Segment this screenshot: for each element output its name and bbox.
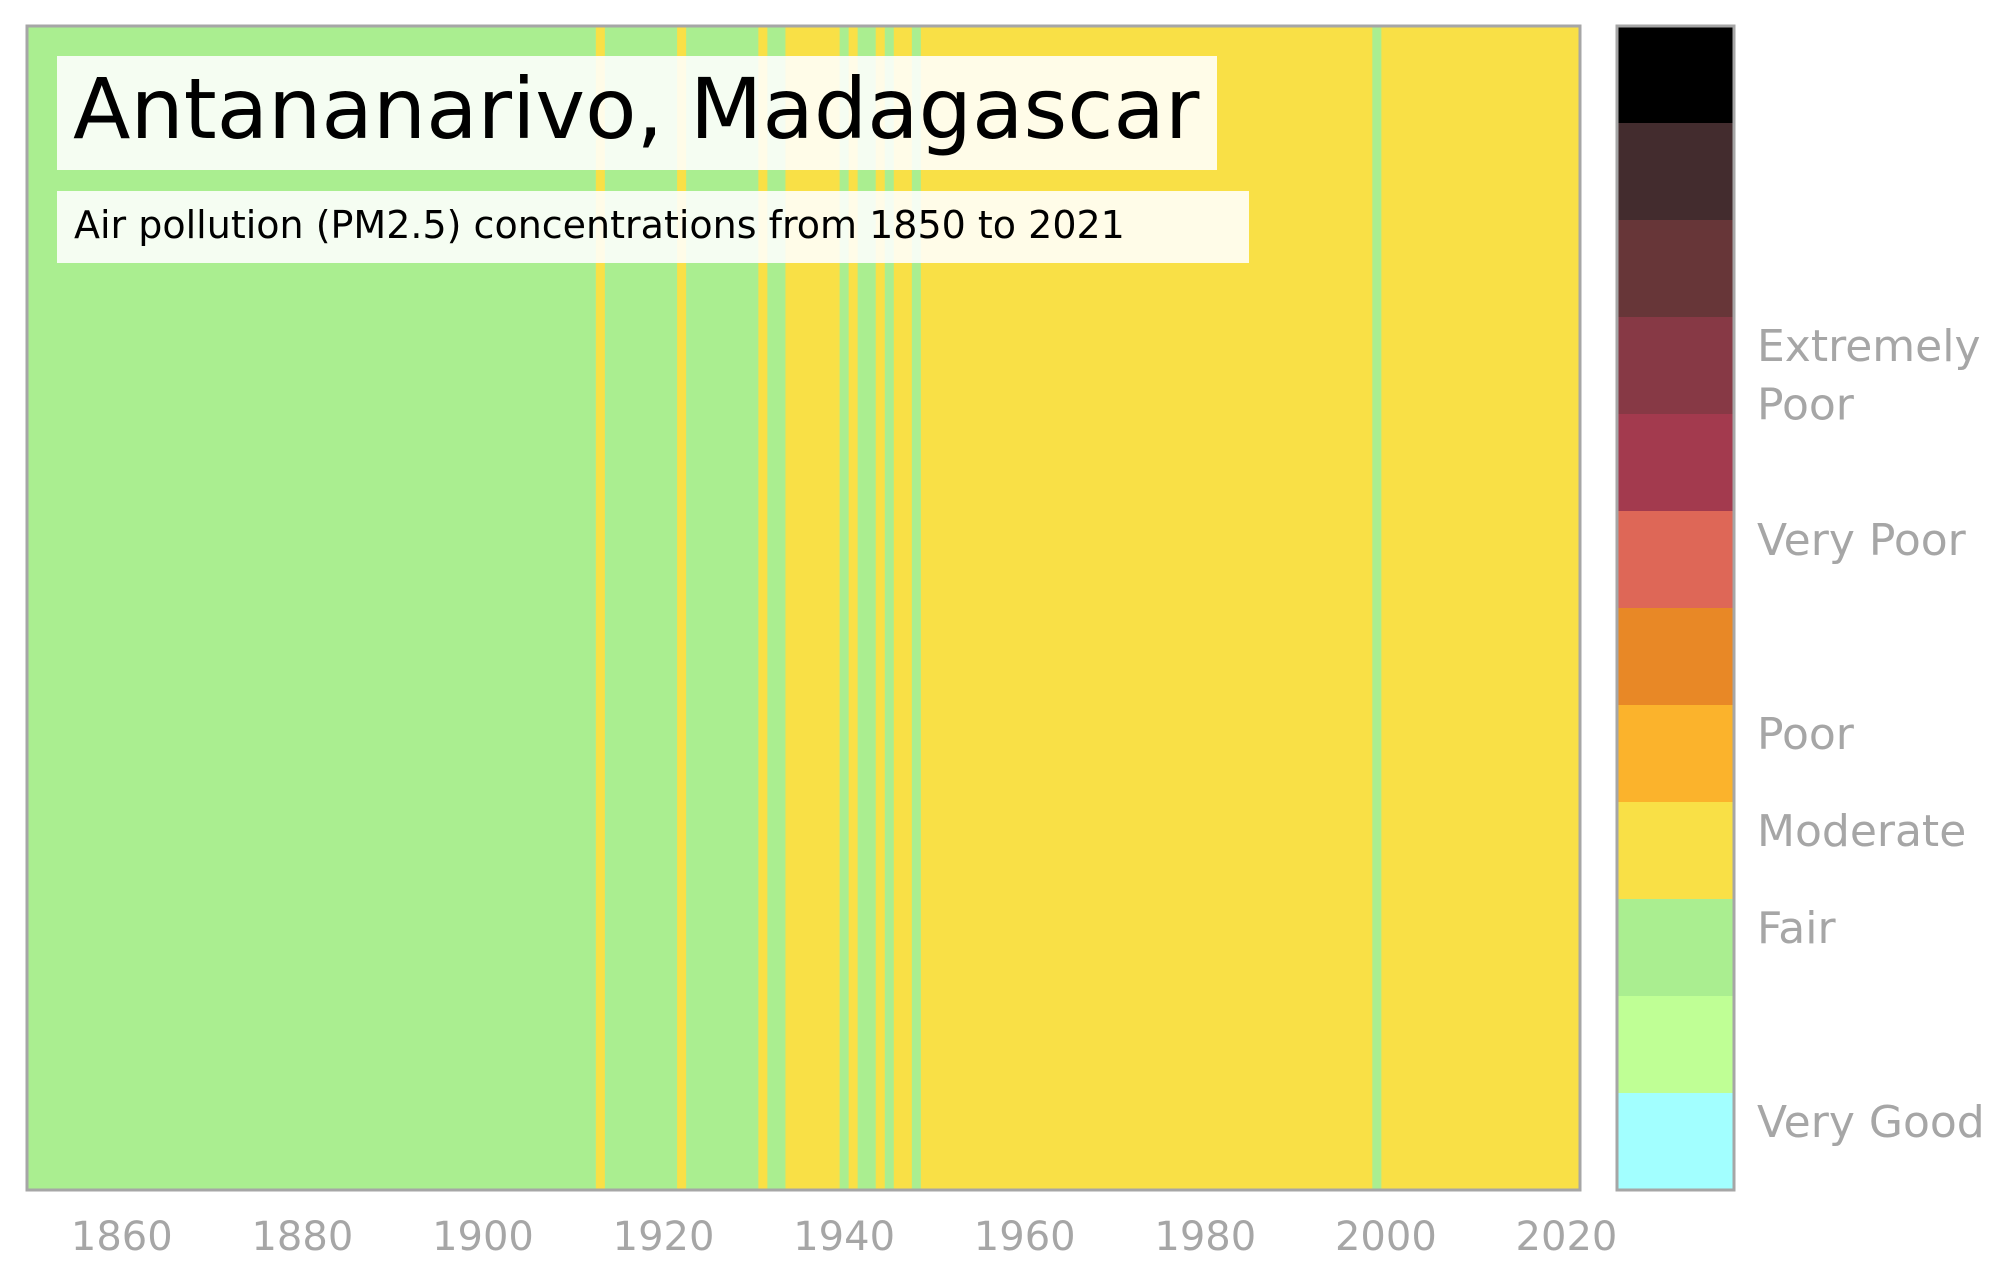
colorbar-label: Very Poor <box>1757 515 1967 566</box>
x-tick-label: 2020 <box>1516 1214 1618 1260</box>
colorbar-label: Very Good <box>1757 1097 1985 1148</box>
stripe-1941-moderate <box>848 26 859 1190</box>
colorbar-label: Moderate <box>1757 806 1966 857</box>
colorbar-band <box>1617 123 1734 221</box>
stripe-1945-fair <box>884 26 895 1190</box>
x-tick-label: 1900 <box>432 1214 534 1260</box>
stripe-1944-moderate <box>875 26 886 1190</box>
stripe-1999-fair <box>1372 26 1382 1190</box>
colorbar-band <box>1617 1093 1734 1191</box>
colorbar-band <box>1617 802 1734 900</box>
colorbar-band <box>1617 996 1734 1094</box>
colorbar-label: Extremely <box>1757 321 1980 372</box>
x-axis: 1860 1880 1900 1920 1940 1960 1980 2000 2020 <box>71 1214 1617 1260</box>
colorbar-band <box>1617 414 1734 512</box>
stripe-1913-moderate <box>595 26 606 1190</box>
x-tick-label: 1980 <box>1154 1214 1256 1260</box>
plot-frame <box>25 24 1582 1192</box>
subtitle-box <box>57 191 1249 263</box>
colorbar <box>1617 26 1734 1191</box>
x-tick-label: 1920 <box>613 1214 715 1260</box>
colorbar-band <box>1617 511 1734 609</box>
stripe-1942-fair <box>857 26 877 1190</box>
stripe-1948-fair <box>911 26 922 1190</box>
colorbar-band <box>1617 705 1734 803</box>
colorbar-label: Fair <box>1757 903 1836 954</box>
colorbar-band <box>1617 608 1734 706</box>
colorbar-label: Poor <box>1757 379 1855 430</box>
stripe-1931-moderate <box>758 26 768 1190</box>
colorbar-band <box>1617 220 1734 318</box>
x-tick-label: 1940 <box>793 1214 895 1260</box>
stripe-2000-moderate <box>1381 26 1581 1190</box>
stripe-1946-moderate <box>893 26 913 1190</box>
colorbar-label: Poor <box>1757 709 1855 760</box>
colorbar-band <box>1617 899 1734 997</box>
colorbar-band <box>1617 26 1734 124</box>
title-box <box>57 56 1217 170</box>
chart-title: Antananarivo, Madagascar <box>73 60 1200 158</box>
stripe-1922-moderate <box>677 26 687 1190</box>
colorbar-labels: Extremely Poor Very Poor Poor Moderate Fair Ve… <box>1757 321 1985 1148</box>
stripe-1932-fair <box>767 26 787 1190</box>
colorbar-band <box>1617 317 1734 415</box>
x-tick-label: 1960 <box>974 1214 1076 1260</box>
chart-subtitle: Air pollution (PM2.5) concentrations fro… <box>74 203 1125 247</box>
x-tick-label: 1860 <box>71 1214 173 1260</box>
x-tick-label: 1880 <box>251 1214 353 1260</box>
stripe-1940-fair <box>839 26 850 1190</box>
colorbar-frame <box>1615 24 1736 1192</box>
x-tick-label: 2000 <box>1335 1214 1437 1260</box>
